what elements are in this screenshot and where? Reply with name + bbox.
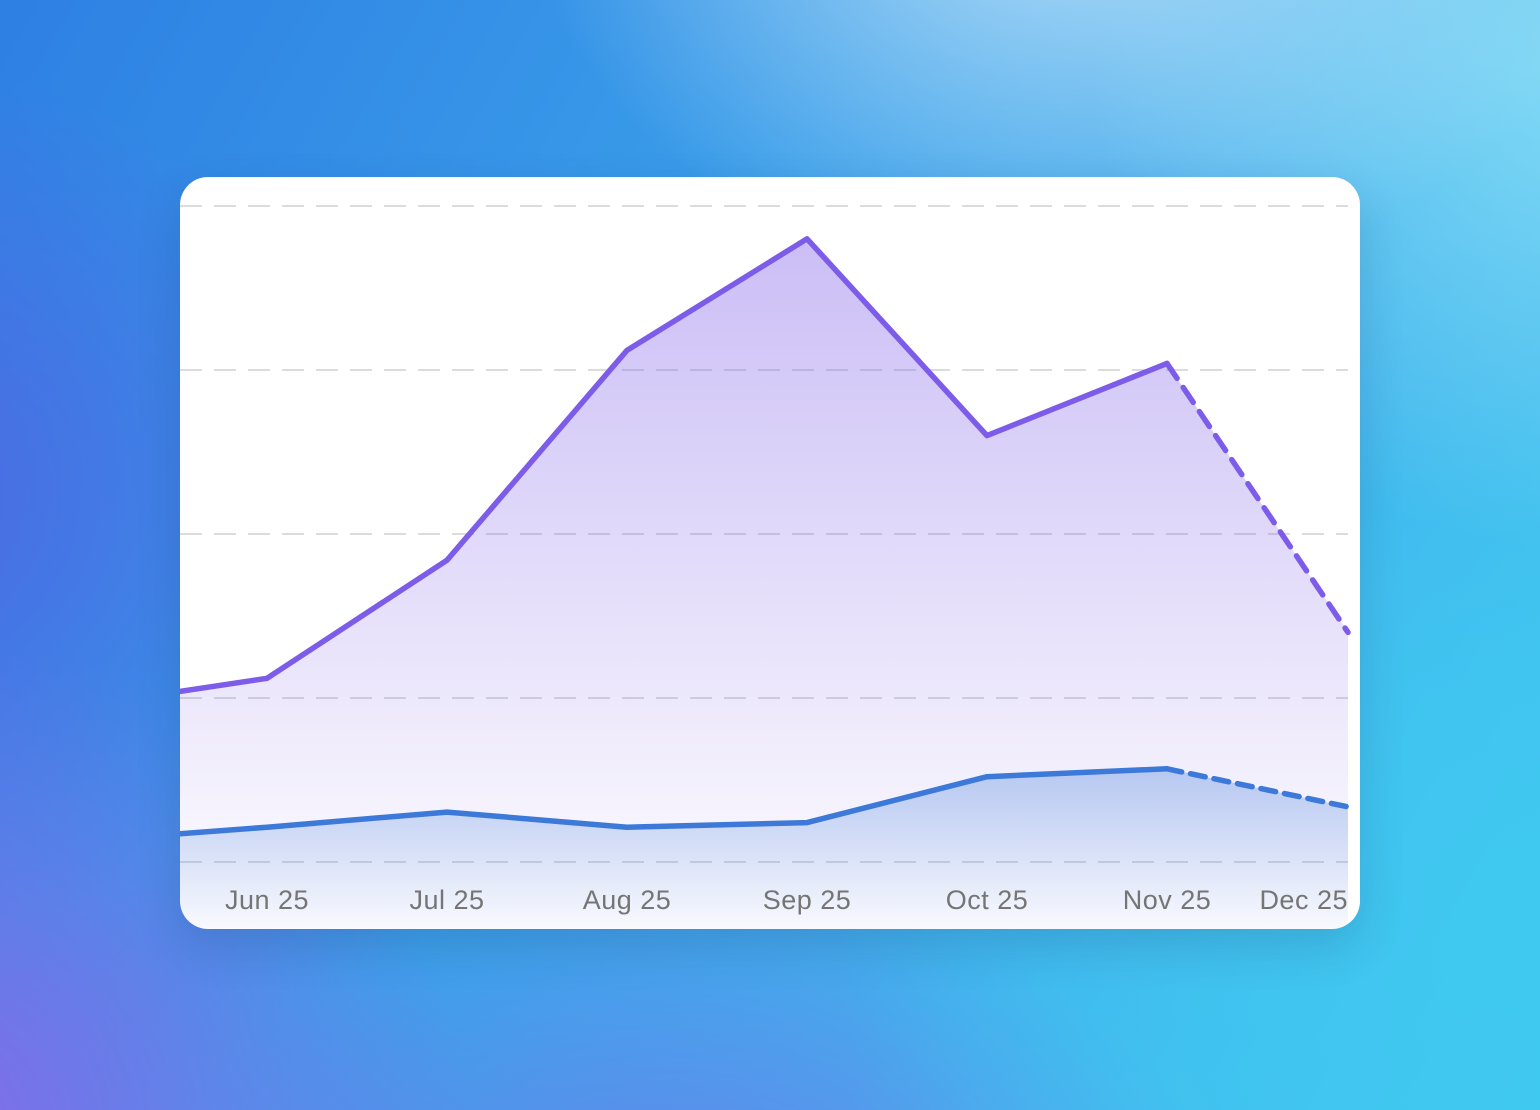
x-axis-label-jul-25: Jul 25 [409, 885, 484, 915]
x-axis-label-nov-25: Nov 25 [1123, 885, 1212, 915]
blue-series-projection-line [1164, 766, 1351, 810]
x-axis-label-aug-25: Aug 25 [583, 885, 672, 915]
chart-canvas[interactable]: Jun 25 Jul 25 Aug 25 Sep 25 Oct 25 Nov 25 Dec … [180, 177, 1360, 929]
chart-card: Jun 25 Jul 25 Aug 25 Sep 25 Oct 25 Nov 25 Dec … [180, 177, 1360, 929]
x-axis-label-dec-25: Dec 25 [1259, 885, 1348, 915]
x-axis-label-oct-25: Oct 25 [946, 885, 1029, 915]
blue-series-area [180, 768, 1348, 929]
purple-series-line [180, 236, 1170, 695]
x-axis-label-jun-25: Jun 25 [225, 885, 309, 915]
purple-series-projection-line [1164, 360, 1351, 636]
x-axis-label-sep-25: Sep 25 [763, 885, 852, 915]
blue-series-line [180, 766, 1170, 837]
purple-series-area [180, 238, 1348, 929]
